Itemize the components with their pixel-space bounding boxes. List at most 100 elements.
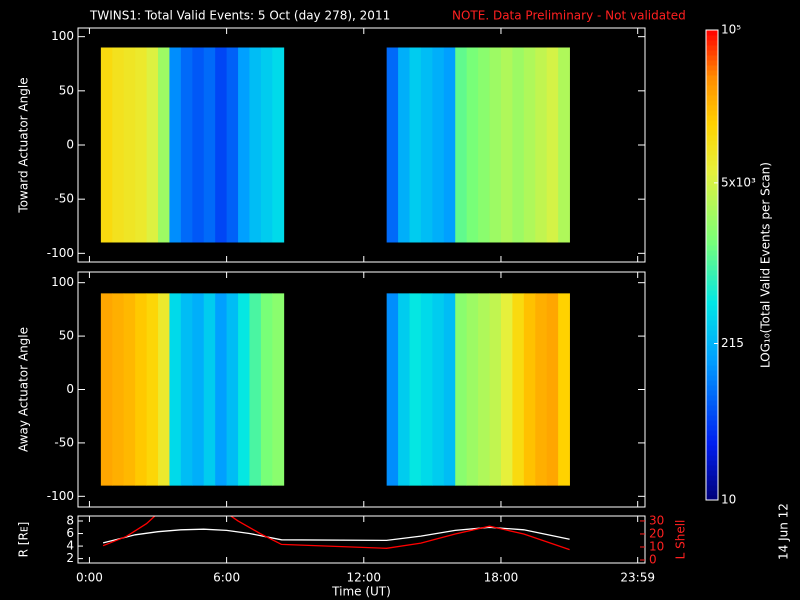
colorbar-strip [706, 190, 718, 196]
heatmap-cell [272, 293, 285, 486]
y-tick-label: -100 [47, 246, 74, 260]
colorbar-strip [706, 350, 718, 356]
heatmap-cell [158, 293, 170, 486]
colorbar-strip [706, 330, 718, 336]
colorbar-strip [706, 380, 718, 386]
heatmap-cell [386, 293, 399, 486]
y2-tick-label: 0 [649, 553, 657, 567]
colorbar-strip [706, 400, 718, 406]
y-tick-label: 4 [66, 539, 74, 553]
colorbar-strip [706, 45, 718, 51]
colorbar-frame [705, 29, 719, 501]
series-line [102, 516, 570, 551]
heatmap-cell [180, 293, 193, 486]
colorbar-strip [706, 235, 718, 241]
heatmap-cell [203, 47, 216, 243]
colorbar-strip [706, 345, 718, 351]
y-tick-label: -50 [54, 435, 74, 449]
heatmap-cell [489, 47, 502, 243]
heatmap-cell [260, 293, 273, 486]
colorbar-strip [706, 450, 718, 456]
heatmap-cell [215, 293, 228, 486]
colorbar-strip [706, 355, 718, 361]
colorbar-tick-label: 5x10³ [721, 175, 756, 189]
heatmap-cell [420, 293, 433, 486]
colorbar-strip [706, 420, 718, 426]
colorbar-strip [706, 120, 718, 126]
heatmap-cell [203, 293, 216, 486]
heatmap-cell [432, 293, 445, 486]
colorbar-strip [706, 35, 718, 41]
heatmap-cell [238, 293, 250, 486]
colorbar-strip [706, 205, 718, 211]
colorbar-strip [706, 430, 718, 436]
colorbar-strip [706, 445, 718, 451]
heatmap-cell [135, 47, 147, 243]
heatmap-cell [112, 47, 125, 243]
heatmap-cell [523, 293, 536, 486]
x-tick-label: 18:00 [484, 571, 519, 585]
x-tick-label: 12:00 [346, 571, 381, 585]
heatmap-cell [249, 293, 262, 486]
y2-tick-label: 30 [649, 513, 664, 527]
colorbar-strip [706, 160, 718, 166]
colorbar-strip [706, 415, 718, 421]
colorbar-strip [706, 320, 718, 326]
colorbar-strip [706, 310, 718, 316]
colorbar-strip [706, 455, 718, 461]
colorbar-strip [706, 65, 718, 71]
heatmap-cell [169, 293, 182, 486]
colorbar-strip [706, 490, 718, 496]
heatmap-cell [398, 293, 410, 486]
heatmap-cell [500, 47, 513, 243]
colorbar-strip [706, 280, 718, 286]
y-axis-label: R [Rᴇ] [17, 522, 31, 558]
colorbar-strip [706, 70, 718, 76]
colorbar-strip [706, 195, 718, 201]
colorbar-strip [706, 90, 718, 96]
colorbar-strip [706, 175, 718, 181]
plot-frame [77, 515, 646, 564]
heatmap-cell [558, 47, 570, 243]
colorbar-strip [706, 475, 718, 481]
heatmap-cell [546, 293, 559, 486]
colorbar-strip [706, 285, 718, 291]
heatmap-cell [535, 47, 548, 243]
heatmap-cell [169, 47, 182, 243]
colorbar-strip [706, 405, 718, 411]
heatmap-cell [455, 47, 468, 243]
y-tick-label: 0 [66, 382, 74, 396]
y-tick-label: -100 [47, 489, 74, 503]
heatmap-cell [546, 47, 559, 243]
colorbar-strip [706, 340, 718, 346]
heatmap-cell [158, 47, 170, 243]
y-axis-label: Toward Actuator Angle [17, 77, 31, 213]
colorbar-strip [706, 80, 718, 86]
colorbar-strip [706, 210, 718, 216]
colorbar-strip [706, 130, 718, 136]
y-axis-label: Away Actuator Angle [17, 327, 31, 452]
colorbar-strip [706, 170, 718, 176]
y-tick-label: 100 [51, 29, 74, 43]
colorbar-strip [706, 395, 718, 401]
colorbar-strip [706, 230, 718, 236]
heatmap-cell [272, 47, 285, 243]
colorbar-strip [706, 365, 718, 371]
colorbar-strip [706, 95, 718, 101]
colorbar-strip [706, 145, 718, 151]
heatmap-cell [466, 293, 479, 486]
colorbar-strip [706, 315, 718, 321]
heatmap-cell [180, 47, 193, 243]
colorbar-strip [706, 460, 718, 466]
colorbar-strip [706, 370, 718, 376]
heatmap-cell [146, 293, 159, 486]
colorbar-strip [706, 260, 718, 266]
colorbar-strip [706, 495, 718, 501]
heatmap-cell [146, 47, 159, 243]
heatmap-cell [238, 47, 250, 243]
y-tick-label: 2 [66, 551, 74, 565]
colorbar-strip [706, 220, 718, 226]
heatmap-cell [512, 47, 525, 243]
x-axis-label: Time (UT) [331, 585, 391, 599]
y-tick-label: -50 [54, 192, 74, 206]
